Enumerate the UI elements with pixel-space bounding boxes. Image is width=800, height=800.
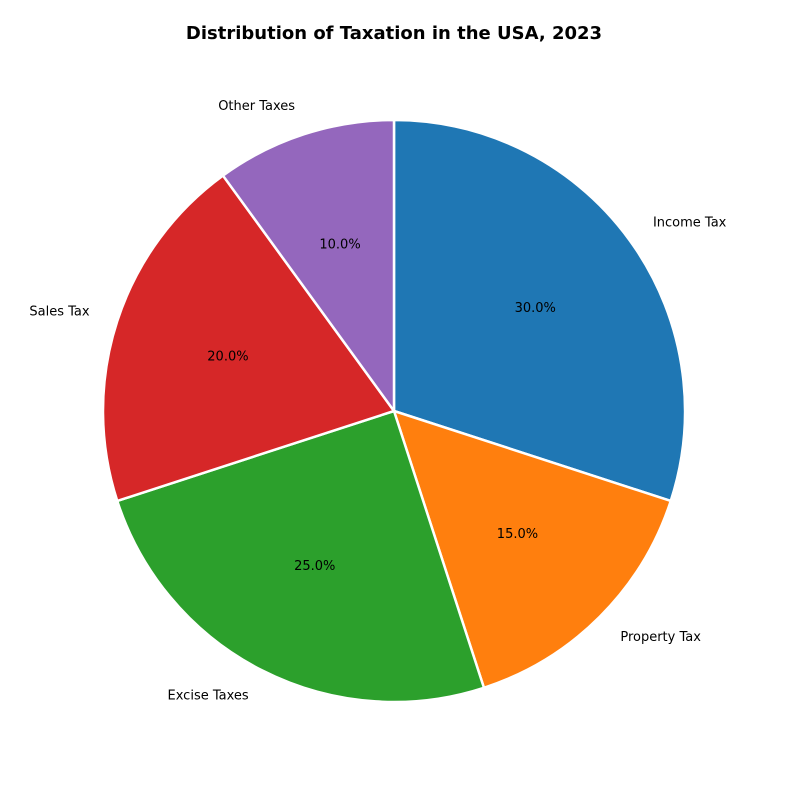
pie-slice-property-tax [392, 409, 673, 690]
pie-slice-other-taxes [221, 118, 396, 413]
pie-labels: Income Tax 30.0% Property Tax 15.0% Excise T… [29, 99, 726, 704]
slice-label-income-tax: Income Tax [653, 215, 727, 230]
pie-slice-income-tax [392, 118, 687, 503]
slice-label-excise-taxes: Excise Taxes [168, 689, 249, 704]
pie-slice-excise-taxes [115, 409, 486, 704]
slice-label-property-tax: Property Tax [620, 630, 701, 645]
pie-slice-sales-tax [101, 174, 396, 503]
slice-percent-excise-taxes: 25.0% [294, 559, 335, 574]
slice-percent-other-taxes: 10.0% [319, 237, 360, 252]
pie-slices [101, 118, 687, 704]
slice-percent-sales-tax: 20.0% [207, 350, 248, 365]
slice-percent-property-tax: 15.0% [497, 527, 538, 542]
slice-label-sales-tax: Sales Tax [29, 305, 89, 320]
slice-percent-income-tax: 30.0% [515, 301, 556, 316]
chart-title: Distribution of Taxation in the USA, 202… [186, 23, 602, 44]
slice-label-other-taxes: Other Taxes [218, 99, 295, 114]
